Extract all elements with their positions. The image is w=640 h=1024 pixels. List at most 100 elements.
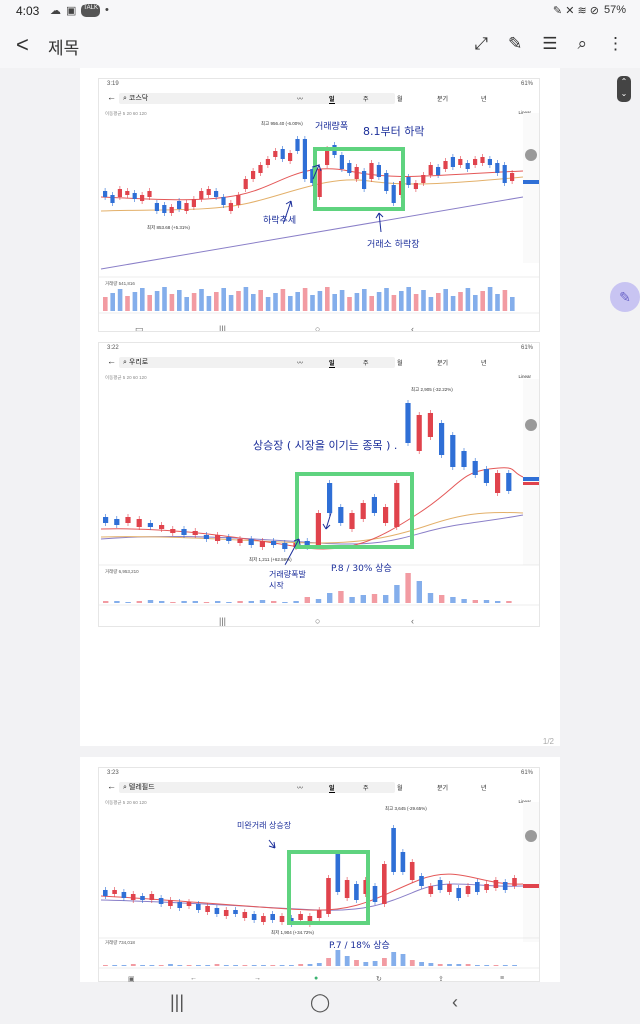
recent-apps-icon[interactable]: ||| — [219, 616, 227, 626]
back-nav-icon[interactable]: ‹ — [411, 616, 414, 626]
volume-bar — [162, 287, 167, 311]
candle — [461, 451, 467, 467]
page-indicator: 1/2 — [542, 737, 554, 746]
search-icon[interactable]: ⌕ — [577, 34, 587, 53]
system-status: ✎ ✕ ≋ ⊘ 57% — [553, 4, 626, 17]
volume-bar — [184, 297, 189, 311]
back-icon[interactable]: ← — [107, 92, 116, 102]
volume-bar — [233, 965, 238, 966]
tab-year[interactable]: 년 — [481, 786, 487, 792]
volume-bar — [158, 965, 164, 966]
back-icon[interactable]: < — [16, 32, 29, 57]
tab-month[interactable]: 월 — [397, 786, 403, 792]
volume-bar — [251, 965, 257, 966]
volume-bar — [279, 965, 285, 966]
back-icon[interactable]: ← — [107, 781, 116, 791]
tab-month[interactable]: 월 — [397, 97, 403, 103]
next-icon[interactable]: → — [254, 975, 261, 982]
recents-icon[interactable]: ▭ — [135, 324, 144, 332]
candle — [191, 199, 196, 207]
volume-kosdaq — [103, 287, 515, 311]
document-icon[interactable]: ☰ — [542, 34, 558, 53]
low-label: 최저 1,211 (+62.59%) — [249, 557, 292, 562]
tab-quarter[interactable]: 분기 — [437, 97, 449, 103]
volume-bar — [205, 965, 211, 966]
home-icon[interactable]: ○ — [315, 324, 321, 332]
stock-search-bar[interactable]: ⌕ 코스닥 — [119, 93, 395, 104]
tab-year[interactable]: 년 — [481, 97, 487, 103]
toolbar: ⤢ ✎ ☰ ⌕ ⋮ — [474, 34, 624, 54]
scroll-handle[interactable]: ⌃ ⌄ — [617, 76, 631, 102]
tab-quarter[interactable]: 분기 — [437, 786, 449, 792]
tab-day[interactable]: 일 — [329, 94, 335, 104]
refresh-icon[interactable]: ↻ — [376, 976, 382, 983]
tab-quarter[interactable]: 분기 — [437, 361, 449, 367]
candle — [317, 169, 322, 197]
pen-icon[interactable]: ✎ — [610, 282, 640, 312]
annotation: P.8 / 30% 상승 — [331, 564, 392, 574]
volume-bar — [293, 601, 299, 603]
candle — [177, 902, 182, 908]
pen-tool-icon[interactable]: ● — [314, 975, 319, 982]
volume-bar — [223, 965, 229, 966]
prev-icon[interactable]: ← — [190, 975, 197, 982]
home-icon[interactable]: ◯ — [310, 992, 331, 1012]
volume-bar — [236, 291, 241, 311]
volume-bar — [416, 581, 422, 603]
volume-bar — [112, 965, 118, 966]
edit-icon[interactable]: ✎ — [507, 34, 523, 53]
tab-year[interactable]: 년 — [481, 361, 487, 367]
candle — [158, 898, 164, 904]
stock-search-bar[interactable]: ⌕ 우리로 — [119, 357, 395, 368]
recent-apps-icon[interactable]: ||| — [170, 992, 185, 1012]
volume-bar — [177, 965, 183, 966]
capture-icon[interactable]: ▣ — [128, 976, 135, 983]
candle — [136, 519, 142, 527]
tab-month[interactable]: 월 — [397, 361, 403, 367]
back-nav-icon[interactable]: ‹ — [452, 992, 458, 1012]
chart-type-icon[interactable]: 〰 — [297, 786, 304, 792]
candle — [437, 880, 443, 890]
candle — [265, 159, 270, 165]
volume-bar — [344, 956, 350, 966]
candle — [406, 177, 411, 185]
candle — [394, 483, 400, 527]
tab-day[interactable]: 일 — [329, 783, 335, 793]
tab-week[interactable]: 주 — [363, 97, 369, 103]
chart-type-icon[interactable]: 〰 — [297, 361, 304, 367]
volume-bar — [427, 593, 434, 603]
candle — [117, 189, 122, 197]
candle — [242, 912, 248, 918]
tab-week[interactable]: 주 — [363, 786, 369, 792]
candle — [472, 461, 478, 475]
volume-bar — [186, 965, 192, 966]
stock-search-bar[interactable]: ⌕ 텔레필드 — [119, 782, 395, 793]
candle — [233, 910, 238, 914]
volume-bar — [226, 602, 232, 603]
volume-bar — [437, 964, 443, 966]
chart-type-icon[interactable]: 〰 — [297, 97, 304, 103]
menu-icon[interactable]: ≡ — [500, 975, 505, 982]
more-icon[interactable]: ⋮ — [607, 34, 624, 53]
home-icon[interactable]: ○ — [315, 616, 321, 626]
recent-apps-icon[interactable]: ||| — [219, 324, 227, 332]
ma-legend: 이동평균 5 20 60 120 — [105, 111, 147, 116]
volume-bar — [140, 288, 145, 311]
volume-bar — [465, 288, 471, 311]
volume-bar — [502, 290, 508, 311]
back-nav-icon[interactable]: ‹ — [411, 324, 414, 332]
back-icon[interactable]: ← — [107, 356, 116, 366]
share-icon[interactable]: ⇪ — [438, 976, 444, 983]
volume-bar — [251, 294, 256, 311]
volume-bar — [443, 289, 448, 311]
period-tabs: 〰 일 주 월 분기 년 — [297, 93, 539, 104]
weather-icon: ☁ — [50, 5, 61, 17]
candle — [103, 191, 108, 197]
tab-day[interactable]: 일 — [329, 358, 335, 368]
volume-bar — [132, 292, 138, 311]
expand-icon[interactable]: ⤢ — [474, 34, 488, 53]
candle — [371, 497, 377, 513]
tab-week[interactable]: 주 — [363, 361, 369, 367]
volume-bar — [215, 601, 221, 603]
volume-bar — [335, 950, 341, 966]
